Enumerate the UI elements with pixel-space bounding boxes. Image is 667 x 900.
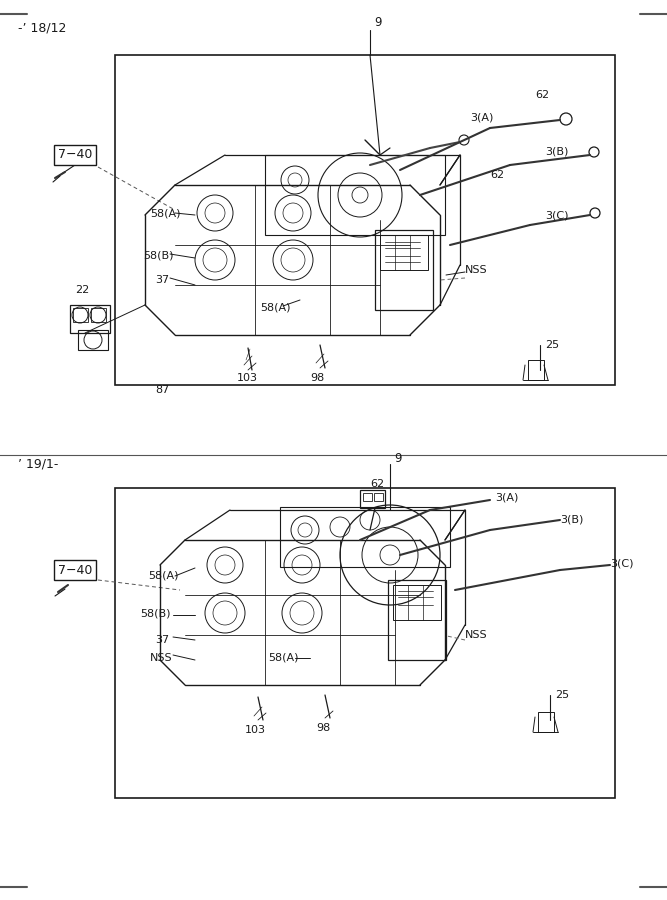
Text: 3(C): 3(C): [610, 558, 634, 568]
Text: 3(A): 3(A): [495, 492, 518, 502]
Bar: [280, 507, 450, 567]
Text: 103: 103: [245, 725, 266, 735]
Text: 9: 9: [394, 452, 402, 464]
Text: 3(B): 3(B): [560, 515, 584, 525]
Text: 3(A): 3(A): [470, 113, 494, 123]
Text: 58(A): 58(A): [268, 653, 299, 663]
Text: 58(B): 58(B): [140, 608, 171, 618]
Text: 37: 37: [155, 635, 169, 645]
Bar: [73, 308, 88, 322]
Bar: [388, 580, 446, 660]
Text: NSS: NSS: [150, 653, 173, 663]
Text: 87: 87: [155, 385, 169, 395]
Text: 62: 62: [370, 479, 384, 489]
Text: 62: 62: [490, 170, 504, 180]
Bar: [70, 305, 110, 333]
Text: 3(C): 3(C): [545, 210, 568, 220]
Text: 3(B): 3(B): [545, 146, 568, 156]
Bar: [115, 55, 615, 385]
Text: 58(B): 58(B): [143, 250, 173, 260]
Bar: [360, 490, 385, 508]
Text: NSS: NSS: [465, 265, 488, 275]
Bar: [265, 155, 445, 235]
Bar: [538, 712, 554, 732]
Bar: [393, 585, 441, 620]
Text: ’ 19/1-: ’ 19/1-: [18, 457, 59, 471]
Bar: [375, 230, 433, 310]
Bar: [115, 488, 615, 798]
Text: 58(A): 58(A): [150, 208, 181, 218]
Text: 7−40: 7−40: [58, 148, 92, 161]
Text: 9: 9: [374, 15, 382, 29]
Text: 25: 25: [555, 690, 569, 700]
Text: 7−40: 7−40: [58, 563, 92, 577]
Text: 58(A): 58(A): [260, 303, 291, 313]
Text: 98: 98: [316, 723, 330, 733]
Text: 22: 22: [75, 285, 89, 295]
Bar: [78, 330, 108, 350]
Bar: [91, 308, 106, 322]
Bar: [374, 493, 383, 501]
Text: 62: 62: [535, 90, 549, 100]
Bar: [528, 360, 544, 380]
Text: 103: 103: [237, 373, 258, 383]
Text: NSS: NSS: [465, 630, 488, 640]
Text: 98: 98: [310, 373, 324, 383]
Bar: [363, 493, 372, 501]
Bar: [380, 235, 428, 270]
Text: -’ 18/12: -’ 18/12: [18, 22, 67, 34]
Text: 25: 25: [545, 340, 559, 350]
Text: 58(A): 58(A): [148, 570, 179, 580]
Text: 37: 37: [155, 275, 169, 285]
